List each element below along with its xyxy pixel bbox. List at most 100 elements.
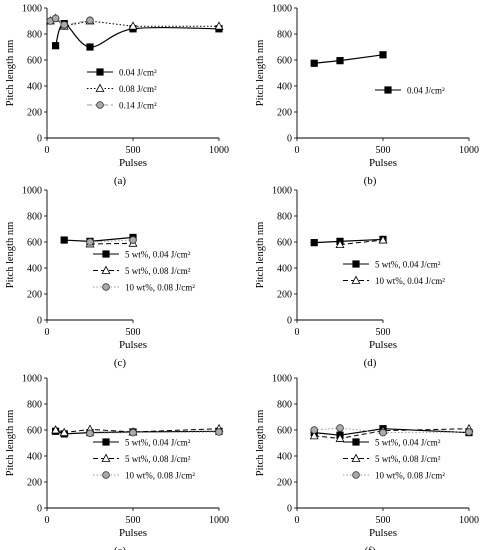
x-tick-label: 0 [295, 145, 300, 156]
data-point [129, 236, 137, 244]
y-tick-label: 200 [277, 290, 292, 301]
series-line [89, 242, 134, 245]
y-axis-label: Pitch length nm [5, 222, 16, 289]
legend-marker [351, 275, 361, 284]
data-point [86, 238, 94, 246]
y-tick-label: 200 [27, 290, 42, 301]
y-axis-label: Pitch length nm [255, 40, 266, 107]
y-tick-label: 200 [277, 108, 292, 119]
x-tick-label: 1000 [209, 145, 229, 156]
x-axis-label: Pulses [119, 339, 147, 351]
x-tick-label: 500 [126, 327, 141, 338]
data-point [214, 21, 224, 30]
legend-item: 5 wt%, 0.08 J/cm² [343, 453, 441, 464]
x-axis-label: Pulses [119, 157, 147, 169]
data-point [51, 425, 61, 434]
data-point [129, 428, 137, 437]
legend-label: 10 wt%, 0.08 J/cm² [125, 283, 195, 293]
y-tick-label: 0 [287, 134, 292, 145]
legend-label: 0.04 J/cm² [407, 86, 445, 96]
data-point [52, 42, 60, 50]
data-point [335, 433, 345, 442]
panel-caption: (d) [364, 357, 377, 369]
y-tick-label: 1000 [272, 4, 292, 15]
legend-marker [102, 250, 110, 258]
y-tick-label: 200 [27, 108, 42, 119]
legend-label: 5 wt%, 0.04 J/cm² [125, 250, 191, 260]
legend-marker [101, 453, 111, 462]
chart-panel: 0 200 400 600 800 1000 0 500 1000 Pitch length nm… [5, 4, 229, 188]
series-line [89, 239, 134, 243]
x-tick-label: 500 [376, 327, 391, 338]
data-point [86, 16, 94, 25]
x-tick-label: 0 [295, 327, 300, 338]
legend-marker [101, 265, 111, 274]
y-tick-label: 200 [27, 478, 42, 489]
legend-item: 0.14 J/cm² [87, 101, 157, 111]
legend-item: 0.08 J/cm² [87, 83, 157, 94]
series-line [314, 54, 384, 64]
y-tick-label: 1000 [22, 374, 42, 385]
series [310, 51, 387, 67]
y-tick-label: 0 [37, 504, 42, 515]
legend-label: 0.04 J/cm² [119, 68, 157, 78]
y-tick-label: 400 [277, 452, 292, 463]
data-point [310, 239, 318, 247]
y-tick-label: 600 [277, 238, 292, 249]
y-tick-label: 1000 [22, 186, 42, 197]
panel-caption: (c) [114, 357, 127, 369]
legend-label: 10 wt%, 0.08 J/cm² [375, 471, 445, 481]
data-point [309, 431, 319, 440]
y-tick-label: 800 [277, 30, 292, 41]
x-axis-label: Pulses [369, 157, 397, 169]
legend-marker [384, 86, 392, 94]
y-tick-label: 0 [287, 316, 292, 327]
legend-label: 5 wt%, 0.04 J/cm² [125, 438, 191, 448]
series-line [314, 428, 470, 436]
data-point [379, 51, 387, 59]
legend-label: 0.14 J/cm² [119, 101, 157, 111]
y-tick-label: 600 [27, 238, 42, 249]
x-tick-label: 0 [295, 515, 300, 526]
legend-label: 5 wt%, 0.04 J/cm² [375, 438, 441, 448]
legend-label: 10 wt%, 0.04 J/cm² [375, 276, 445, 286]
legend-item: 5 wt%, 0.08 J/cm² [93, 265, 191, 276]
data-point [59, 427, 69, 437]
legend-label: 10 wt%, 0.08 J/cm² [125, 471, 195, 481]
legend-marker [95, 83, 105, 92]
series [86, 428, 223, 438]
legend-item: 5 wt%, 0.04 J/cm² [93, 250, 191, 260]
legend-marker [102, 438, 110, 446]
legend-marker [96, 101, 104, 109]
x-axis-label: Pulses [119, 527, 147, 539]
x-tick-label: 500 [376, 145, 391, 156]
series [46, 14, 94, 29]
data-point [465, 428, 473, 436]
y-tick-label: 0 [37, 316, 42, 327]
data-point [310, 59, 318, 67]
legend-marker [352, 260, 360, 268]
data-point [378, 235, 388, 244]
y-tick-label: 600 [27, 426, 42, 437]
legend-label: 5 wt%, 0.08 J/cm² [125, 266, 191, 276]
chart-panel: 0 200 400 600 800 1000 0 500 1000 Pitch length nm… [255, 4, 479, 188]
y-tick-label: 0 [287, 504, 292, 515]
data-point [51, 14, 60, 23]
y-tick-label: 800 [27, 30, 42, 41]
legend-marker [351, 453, 361, 462]
legend-item: 5 wt%, 0.04 J/cm² [343, 438, 441, 448]
legend-marker [102, 471, 110, 479]
legend-item: 10 wt%, 0.08 J/cm² [93, 283, 195, 293]
legend-marker [96, 68, 104, 76]
y-tick-label: 600 [277, 426, 292, 437]
series-line [55, 22, 220, 48]
legend-item: 10 wt%, 0.04 J/cm² [343, 275, 445, 286]
y-tick-label: 1000 [272, 186, 292, 197]
x-tick-label: 1000 [459, 145, 479, 156]
panel-caption: (f) [365, 545, 376, 550]
data-point [60, 236, 68, 244]
series [335, 235, 388, 249]
data-point [215, 428, 223, 436]
panel-caption: (a) [114, 175, 127, 187]
